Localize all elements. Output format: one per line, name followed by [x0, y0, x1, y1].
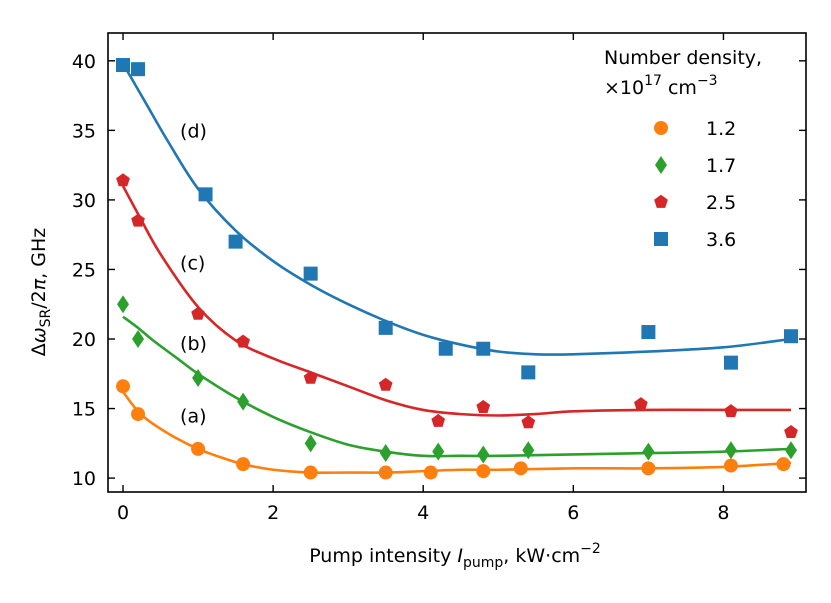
plot-frame [107, 32, 807, 493]
data-point-1.7 [192, 368, 205, 387]
y-tick-label: 40 [72, 51, 96, 73]
legend: Number density, ×1017 cm−3 1.2 1.7 2.5 3.6 [604, 47, 762, 251]
fit-curve-3.6 [121, 62, 792, 356]
data-point-3.6 [641, 325, 656, 340]
data-point-2.5 [724, 404, 738, 418]
legend-label-1.7: 1.7 [706, 155, 736, 177]
data-point-1.2 [776, 457, 791, 472]
data-point-2.5 [784, 424, 798, 439]
y-tick-label: 10 [72, 468, 96, 490]
data-point-2.5 [131, 213, 145, 227]
data-point-3.6 [228, 234, 243, 249]
data-point-3.6 [476, 341, 491, 356]
legend-label-2.5: 2.5 [706, 192, 736, 214]
fit-curve-1.7 [122, 315, 792, 458]
data-point-2.5 [303, 370, 318, 384]
y-tick-label: 15 [72, 399, 96, 421]
legend-marker-1.7 [655, 156, 667, 174]
data-point-3.6 [116, 57, 131, 72]
data-point-3.6 [723, 355, 738, 370]
data-point-1.7 [132, 330, 145, 348]
data-point-3.6 [438, 341, 453, 356]
data-point-1.7 [522, 441, 535, 460]
y-tick-label: 20 [72, 329, 96, 351]
data-point-1.2 [378, 465, 393, 480]
legend-title: Number density, [604, 47, 762, 69]
x-tick-label: 6 [567, 502, 579, 524]
fit-curve-2.5 [121, 185, 791, 417]
fit-curve-1.2 [121, 391, 792, 475]
data-point-1.2 [513, 461, 528, 476]
x-tick-label: 2 [267, 502, 279, 524]
legend-label-3.6: 3.6 [706, 229, 736, 251]
fit-curves [121, 62, 792, 475]
x-axis-title: Pump intensity Ipump, kW·cm−2 [309, 541, 601, 571]
data-point-1.7 [432, 442, 445, 461]
y-tick-label: 35 [72, 120, 96, 142]
data-point-1.2 [116, 379, 131, 394]
data-point-1.7 [237, 392, 250, 411]
curve-label: (a) [180, 405, 206, 427]
x-tick-label: 8 [717, 502, 729, 524]
data-point-1.2 [476, 464, 491, 479]
y-axis-title: ΔωSR/2π, GHz [28, 228, 54, 357]
curve-label: (c) [180, 252, 205, 274]
data-point-1.2 [641, 461, 656, 476]
data-point-3.6 [303, 266, 318, 281]
legend-marker-2.5 [654, 194, 668, 208]
data-point-1.7 [784, 441, 797, 460]
curve-label: (b) [180, 333, 207, 355]
y-tick-label: 30 [72, 190, 96, 212]
axes-frame [107, 32, 807, 493]
curve-label: (d) [180, 120, 207, 142]
legend-marker-3.6 [654, 232, 668, 246]
x-tick-label: 0 [117, 502, 129, 524]
data-point-1.7 [724, 441, 737, 460]
x-tick-label: 4 [417, 502, 429, 524]
data-point-3.6 [521, 365, 536, 380]
data-point-1.7 [304, 434, 317, 453]
legend-label-1.2: 1.2 [706, 118, 736, 140]
data-point-1.7 [379, 444, 392, 463]
data-point-1.2 [191, 441, 206, 456]
data-point-3.6 [198, 187, 213, 202]
data-point-3.6 [378, 320, 393, 335]
data-point-2.5 [634, 397, 648, 411]
data-point-1.2 [723, 458, 738, 473]
data-point-1.2 [303, 465, 318, 480]
curve-labels: (a) (b) (c) (d) [180, 120, 207, 427]
data-point-2.5 [521, 415, 536, 429]
data-point-2.5 [431, 413, 446, 427]
legend-title-units: ×1017 cm−3 [604, 73, 718, 99]
data-point-1.2 [423, 465, 438, 480]
data-point-2.5 [116, 173, 130, 187]
data-point-1.7 [477, 445, 490, 464]
data-point-2.5 [236, 334, 250, 348]
data-point-2.5 [378, 377, 393, 391]
legend-marker-1.2 [654, 121, 668, 135]
data-point-1.2 [236, 457, 251, 472]
data-point-2.5 [476, 399, 491, 413]
data-markers [116, 57, 798, 480]
data-point-1.7 [117, 295, 130, 314]
ticks: 0 2 4 6 8 10 15 20 25 30 35 40 [72, 33, 806, 524]
y-tick-label: 25 [72, 259, 96, 281]
data-point-2.5 [191, 306, 205, 320]
data-point-3.6 [131, 62, 146, 77]
data-point-1.7 [642, 442, 655, 461]
data-point-3.6 [783, 329, 798, 344]
data-point-1.2 [131, 407, 146, 422]
